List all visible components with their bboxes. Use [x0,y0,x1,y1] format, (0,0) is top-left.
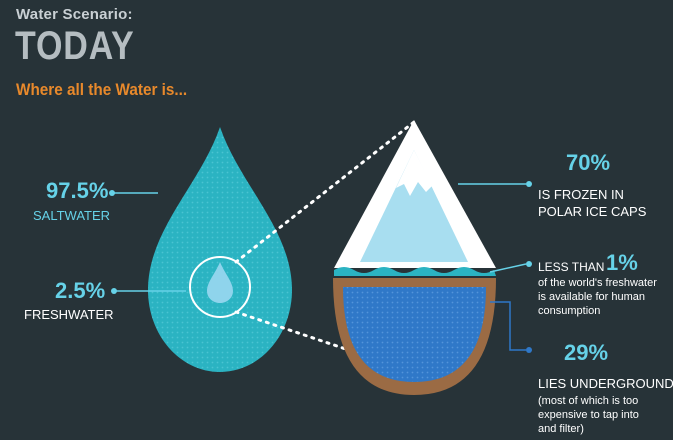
ground-note: (most of which is too expensive to tap i… [538,395,639,435]
salt-pointer [109,190,158,196]
ice-line1: IS FROZEN IN [538,187,624,202]
less-than-label: LESS THAN [538,260,605,274]
saltwater-percent: 97.5% [46,178,109,203]
iceberg-icon [334,120,496,268]
water-drop [148,127,292,372]
underground-bowl [333,278,496,395]
eyebrow-title: Water Scenario: [16,6,133,23]
waterline [334,267,496,276]
ice-line2: POLAR ICE CAPS [538,204,647,219]
ground-pointer [490,301,532,353]
zoom-line-bottom [234,310,416,374]
fresh-pointer [111,288,186,294]
ground-percent: 29% [564,340,609,365]
ground-label: LIES UNDERGROUND [538,376,673,391]
freshwater-percent: 2.5% [55,278,106,303]
ice-pointer [458,181,532,187]
one-percent: 1% [606,250,638,275]
ice-percent: 70% [566,150,611,175]
page-title: TODAY [15,24,135,68]
freshwater-label: FRESHWATER [24,307,114,322]
subtitle: Where all the Water is... [16,80,188,99]
freshwater-circle [189,256,251,318]
saltwater-label: SALTWATER [33,208,111,223]
zoom-line-top [234,120,416,264]
consumption-pointer [489,261,532,273]
freshwater-drop-icon [207,262,233,303]
consumption-text: of the world's freshwater is available f… [538,277,657,317]
